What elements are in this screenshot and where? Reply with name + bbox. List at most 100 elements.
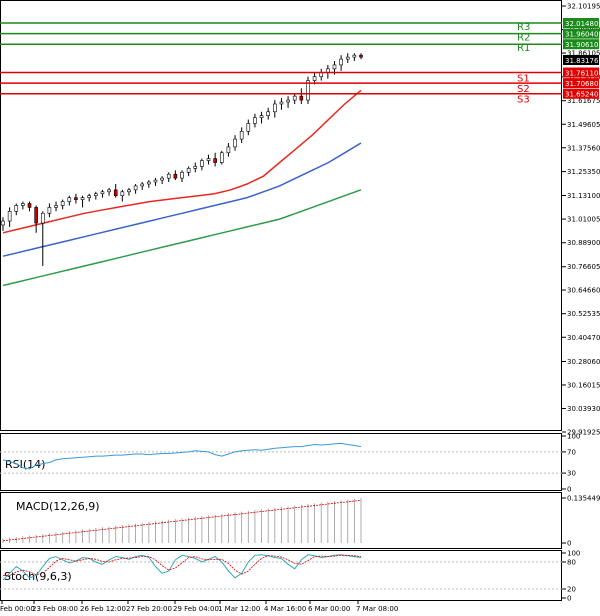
level-name: S3 — [517, 95, 530, 106]
candle-body — [27, 203, 32, 208]
stoch-k-line — [2, 554, 362, 581]
level-value: 31.90610 — [565, 41, 598, 49]
candle-body — [259, 115, 264, 118]
time-tick-label: 29 Feb 04:00 — [173, 605, 219, 613]
price-tick-label: 30.76605 — [567, 263, 600, 271]
candle-body — [219, 152, 224, 163]
candle-body — [273, 103, 277, 113]
candle-body — [80, 197, 85, 200]
candle — [359, 53, 363, 60]
candle — [87, 193, 91, 202]
candle — [127, 187, 131, 196]
candle — [299, 88, 304, 104]
candle — [239, 127, 244, 144]
macd-signal-line — [2, 499, 362, 542]
candle-body — [312, 76, 317, 81]
candle-body — [200, 160, 204, 167]
rsi-tick-label: 70 — [567, 448, 576, 456]
candle — [80, 195, 85, 208]
level-value: 31.70680 — [565, 80, 598, 88]
candle-body — [173, 173, 178, 179]
current-price-value: 31.83176 — [565, 57, 599, 65]
candle-body — [67, 197, 72, 202]
level-name: S2 — [517, 84, 530, 95]
rsi-plot: 100 70 30 0 — [0, 433, 580, 494]
candle-body — [107, 189, 111, 193]
candle — [345, 53, 350, 63]
candle-body — [94, 193, 98, 196]
candle — [21, 201, 25, 210]
candle-body — [186, 168, 191, 173]
level-badge — [563, 18, 599, 29]
price-tick-label: 30.64660 — [567, 287, 600, 295]
candle-body — [140, 183, 145, 187]
level-badge — [563, 28, 599, 39]
candle-body — [60, 201, 65, 206]
candle — [113, 183, 118, 198]
price-tick-label: 30.16015 — [567, 381, 600, 389]
candle-body — [47, 207, 52, 214]
stoch-tick-label: 20 — [567, 586, 576, 594]
candle — [60, 199, 65, 210]
time-tick-label: 6 Mar 00:00 — [308, 605, 350, 613]
candle — [67, 195, 72, 206]
level-name: R2 — [517, 33, 530, 44]
stoch-tick-label: 100 — [567, 550, 580, 558]
level-name: S1 — [517, 74, 530, 85]
level-value: 32.01480 — [565, 20, 598, 28]
candle — [226, 143, 231, 157]
candle-body — [7, 211, 12, 222]
candle-body — [332, 64, 337, 70]
price-panel: 32.1019531.9809031.8610531.7385031.61675… — [0, 0, 600, 437]
candle — [54, 201, 58, 212]
candle — [213, 152, 217, 167]
candle-body — [239, 130, 244, 140]
candle-body — [40, 212, 45, 224]
candle-body — [339, 58, 343, 66]
time-tick-label: 7 Mar 08:00 — [356, 605, 398, 613]
candle — [107, 187, 111, 196]
stoch-d-line — [3, 554, 362, 576]
time-tick-label: 1 Mar 12:00 — [218, 605, 260, 613]
candle — [186, 166, 191, 177]
candle — [219, 150, 224, 165]
price-panel-frame — [0, 0, 562, 431]
candle — [153, 178, 158, 186]
candle — [27, 201, 32, 212]
candle — [140, 182, 145, 190]
candle — [1, 217, 5, 231]
macd-title: MACD(12,26,9) — [16, 500, 100, 513]
macd-tick-label: 0.135449 — [567, 495, 600, 503]
candle — [259, 111, 264, 124]
rsi-tick-label: 100 — [567, 433, 580, 441]
current-price-badge-bg — [563, 55, 599, 65]
candle-body — [359, 54, 363, 58]
candle — [279, 98, 284, 110]
candle — [246, 119, 251, 136]
stoch-title: Stoch(9,6,3) — [4, 570, 72, 583]
candle-body — [213, 158, 217, 163]
level-badge — [563, 39, 599, 50]
candle-body — [34, 207, 38, 224]
candle — [180, 170, 184, 183]
macd-panel: MACD(12,26,9) 0.135449 0 — [0, 492, 600, 549]
price-tick-label: 30.28060 — [567, 358, 600, 366]
price-tick-label: 32.10195 — [567, 3, 600, 11]
rsi-tick-label: 0 — [567, 486, 571, 494]
candle-body — [319, 72, 324, 77]
candle — [273, 100, 277, 118]
moving-average-line — [2, 189, 362, 287]
candle — [266, 107, 270, 120]
candle — [7, 207, 12, 227]
candle-body — [1, 220, 5, 226]
candle — [160, 176, 164, 184]
candle — [173, 170, 178, 181]
rsi-panel-frame — [0, 433, 562, 491]
candle — [352, 53, 357, 62]
candle-body — [133, 185, 138, 191]
level-name: R3 — [517, 22, 530, 33]
macd-tick-label: 0 — [567, 540, 571, 548]
candle-body — [180, 171, 184, 179]
candle — [253, 113, 257, 128]
